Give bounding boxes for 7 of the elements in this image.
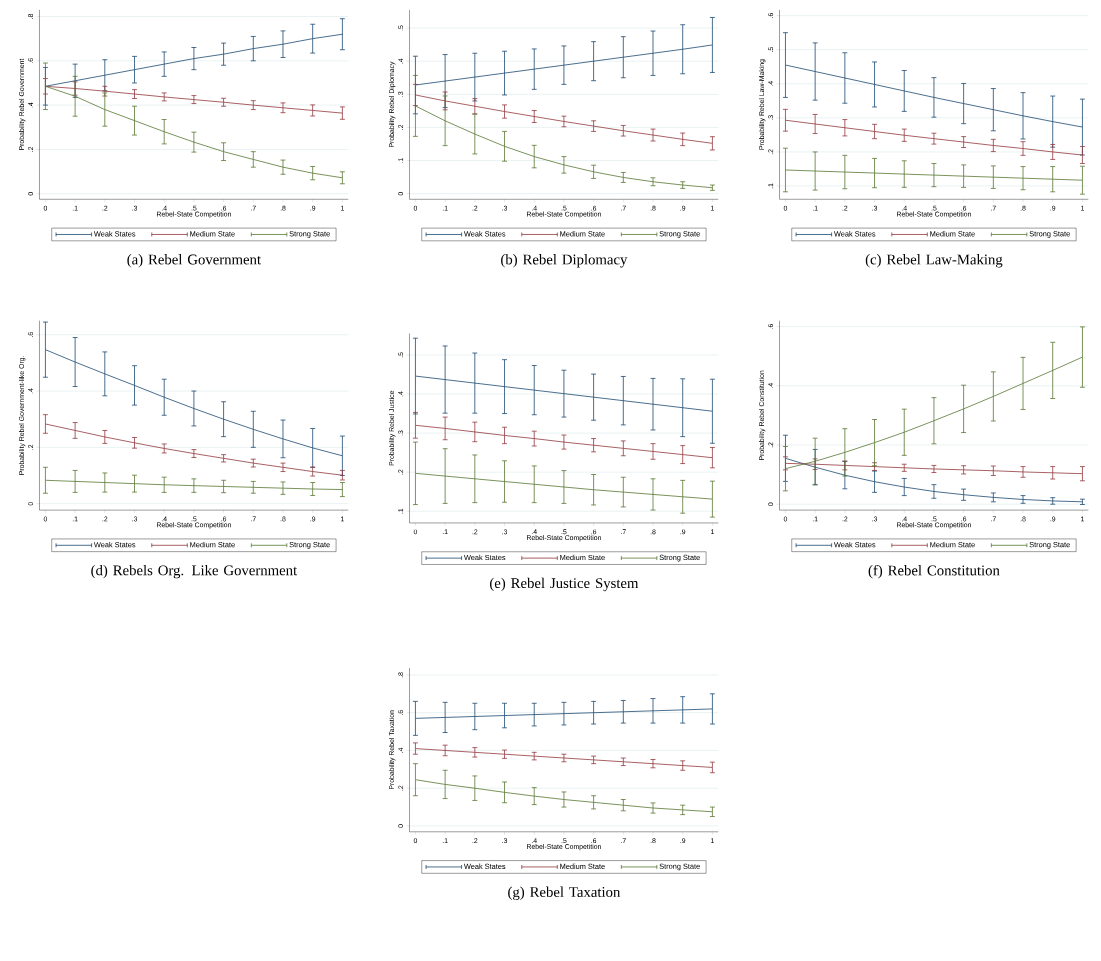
text: (e) Rebel Justice System — [490, 577, 639, 592]
text: (g) Rebel Taxation — [508, 886, 621, 900]
text: (a) Rebel Government — [127, 254, 261, 268]
text: (c) Rebel Law-Making — [865, 254, 1003, 268]
text: (b) Rebel Diplomacy — [501, 254, 628, 268]
text: (f) Rebel Constitution — [868, 564, 1000, 579]
text: (d) Rebels Org. Like Government — [91, 564, 298, 579]
